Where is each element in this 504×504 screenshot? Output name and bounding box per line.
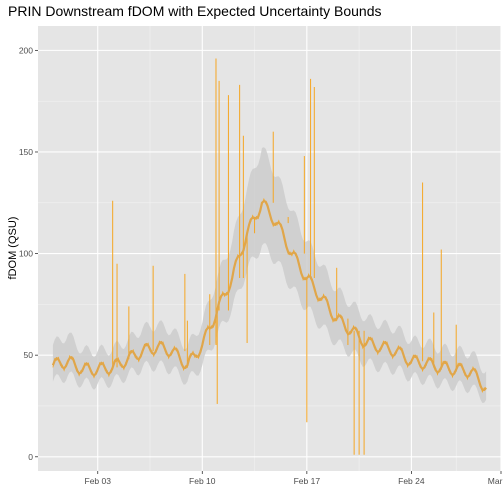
y-tick-label: 50 bbox=[24, 350, 34, 360]
x-tick-label: Feb 24 bbox=[398, 476, 425, 486]
y-axis: 0 50 100 150 200 bbox=[19, 45, 38, 462]
y-tick-label: 150 bbox=[19, 147, 33, 157]
x-tick-label: Feb 10 bbox=[189, 476, 216, 486]
y-tick-label: 0 bbox=[28, 452, 33, 462]
x-tick-label: Mar 02 bbox=[488, 476, 504, 486]
uncertainty-band-area bbox=[52, 147, 487, 403]
x-tick-label: Feb 17 bbox=[294, 476, 321, 486]
fdom-smoothed-line bbox=[51, 199, 487, 392]
x-axis: Feb 03 Feb 10 Feb 17 Feb 24 Mar 02 bbox=[85, 471, 504, 486]
uncertainty-band bbox=[52, 147, 487, 403]
fdom-smoothed-series bbox=[51, 199, 487, 392]
y-axis-title: fDOM (QSU) bbox=[7, 217, 19, 280]
x-tick-label: Feb 03 bbox=[85, 476, 112, 486]
y-tick-label: 200 bbox=[19, 45, 33, 55]
chart-title: PRIN Downstream fDOM with Expected Uncer… bbox=[8, 3, 382, 19]
y-tick-label: 100 bbox=[19, 249, 33, 259]
